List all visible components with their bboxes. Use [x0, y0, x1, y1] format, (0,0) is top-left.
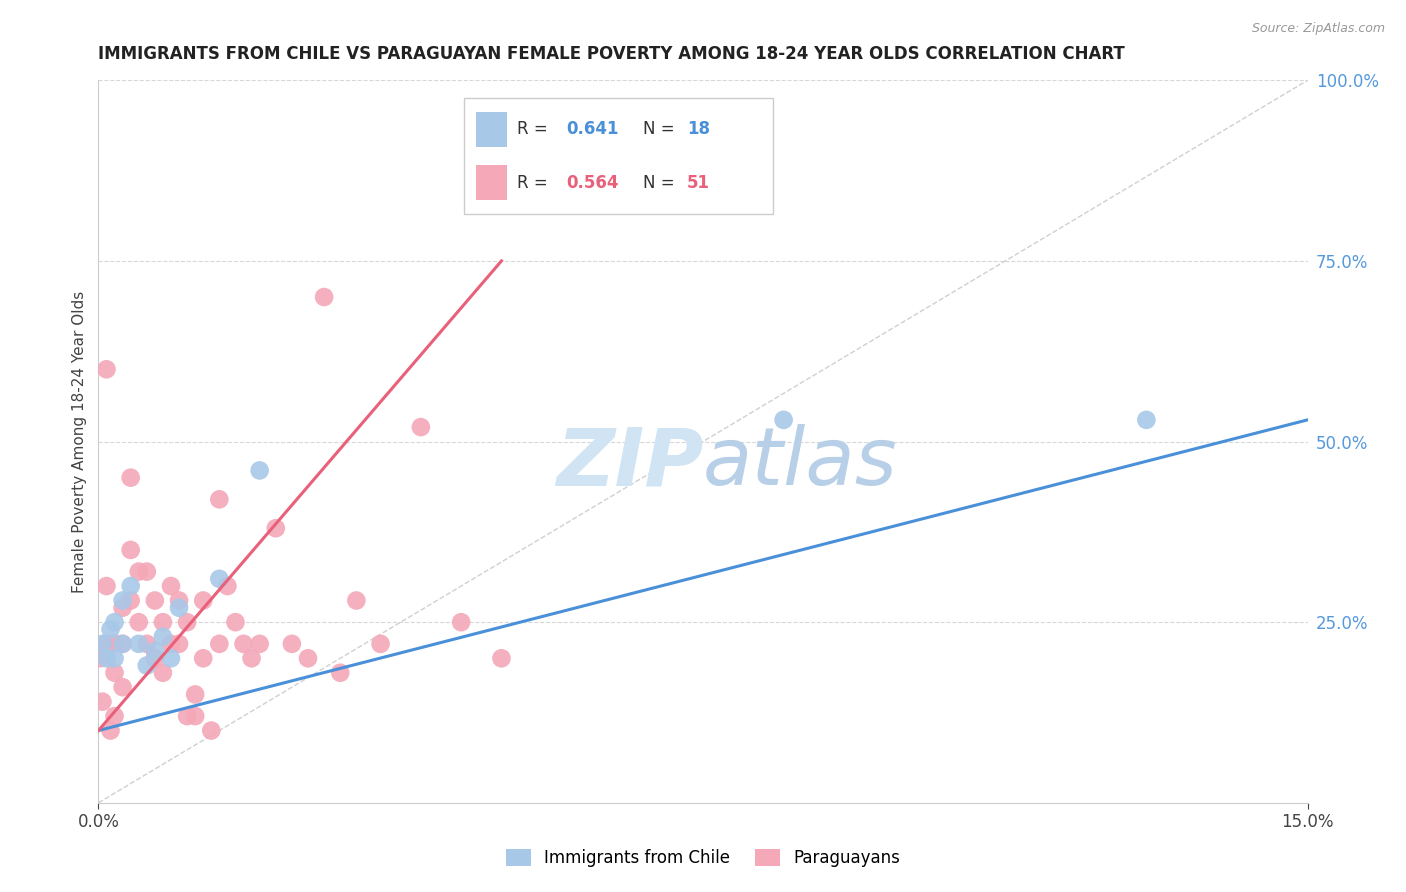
- Point: [208, 637, 231, 651]
- Point: [160, 637, 183, 651]
- Point: [176, 615, 198, 630]
- Point: [135, 658, 157, 673]
- Point: [128, 637, 150, 651]
- Point: [160, 579, 183, 593]
- Point: [120, 579, 142, 593]
- Point: [193, 593, 215, 607]
- Point: [152, 630, 174, 644]
- Point: [143, 651, 166, 665]
- Point: [120, 593, 142, 607]
- Point: [1135, 413, 1157, 427]
- Point: [135, 637, 157, 651]
- Text: IMMIGRANTS FROM CHILE VS PARAGUAYAN FEMALE POVERTY AMONG 18-24 YEAR OLDS CORRELA: IMMIGRANTS FROM CHILE VS PARAGUAYAN FEMA…: [98, 45, 1125, 63]
- Text: Source: ZipAtlas.com: Source: ZipAtlas.com: [1251, 22, 1385, 36]
- Point: [176, 709, 198, 723]
- Point: [103, 709, 125, 723]
- Point: [89, 651, 111, 665]
- Point: [120, 542, 142, 557]
- Point: [200, 723, 222, 738]
- Point: [208, 492, 231, 507]
- Point: [208, 572, 231, 586]
- Point: [240, 651, 263, 665]
- Point: [143, 644, 166, 658]
- Point: [409, 420, 432, 434]
- Point: [232, 637, 254, 651]
- Point: [167, 593, 190, 607]
- Point: [91, 637, 114, 651]
- Point: [167, 637, 190, 651]
- Point: [167, 600, 190, 615]
- Point: [100, 623, 122, 637]
- Point: [224, 615, 246, 630]
- FancyBboxPatch shape: [477, 165, 508, 200]
- Point: [103, 615, 125, 630]
- Point: [111, 600, 134, 615]
- Point: [143, 593, 166, 607]
- Point: [120, 470, 142, 484]
- Point: [160, 651, 183, 665]
- Point: [100, 723, 122, 738]
- Point: [128, 565, 150, 579]
- Point: [217, 579, 239, 593]
- Point: [329, 665, 352, 680]
- Point: [450, 615, 472, 630]
- Point: [281, 637, 304, 651]
- Point: [103, 651, 125, 665]
- Point: [314, 290, 336, 304]
- Text: R =: R =: [516, 120, 547, 138]
- Text: ZIP: ZIP: [555, 425, 703, 502]
- Text: 51: 51: [686, 174, 710, 192]
- Point: [111, 680, 134, 694]
- Text: 0.564: 0.564: [567, 174, 619, 192]
- Point: [152, 665, 174, 680]
- Point: [103, 665, 125, 680]
- Point: [135, 565, 157, 579]
- Text: 0.641: 0.641: [567, 120, 619, 138]
- Point: [111, 637, 134, 651]
- Text: atlas: atlas: [703, 425, 898, 502]
- Text: R =: R =: [516, 174, 547, 192]
- Point: [344, 593, 367, 607]
- Point: [111, 593, 134, 607]
- Point: [491, 651, 513, 665]
- Point: [96, 637, 118, 651]
- Point: [772, 413, 794, 427]
- Y-axis label: Female Poverty Among 18-24 Year Olds: Female Poverty Among 18-24 Year Olds: [72, 291, 87, 592]
- Point: [264, 521, 287, 535]
- Point: [152, 615, 174, 630]
- Point: [193, 651, 215, 665]
- FancyBboxPatch shape: [464, 98, 773, 214]
- Point: [297, 651, 319, 665]
- Legend: Immigrants from Chile, Paraguayans: Immigrants from Chile, Paraguayans: [499, 842, 907, 874]
- Point: [96, 362, 118, 376]
- Point: [128, 615, 150, 630]
- Point: [249, 463, 271, 477]
- Text: N =: N =: [644, 174, 675, 192]
- Text: N =: N =: [644, 120, 675, 138]
- FancyBboxPatch shape: [477, 112, 508, 147]
- Point: [103, 637, 125, 651]
- Point: [96, 651, 118, 665]
- Point: [91, 695, 114, 709]
- Point: [184, 687, 207, 701]
- Point: [370, 637, 392, 651]
- Point: [184, 709, 207, 723]
- Text: 18: 18: [686, 120, 710, 138]
- Point: [249, 637, 271, 651]
- Point: [111, 637, 134, 651]
- Point: [96, 579, 118, 593]
